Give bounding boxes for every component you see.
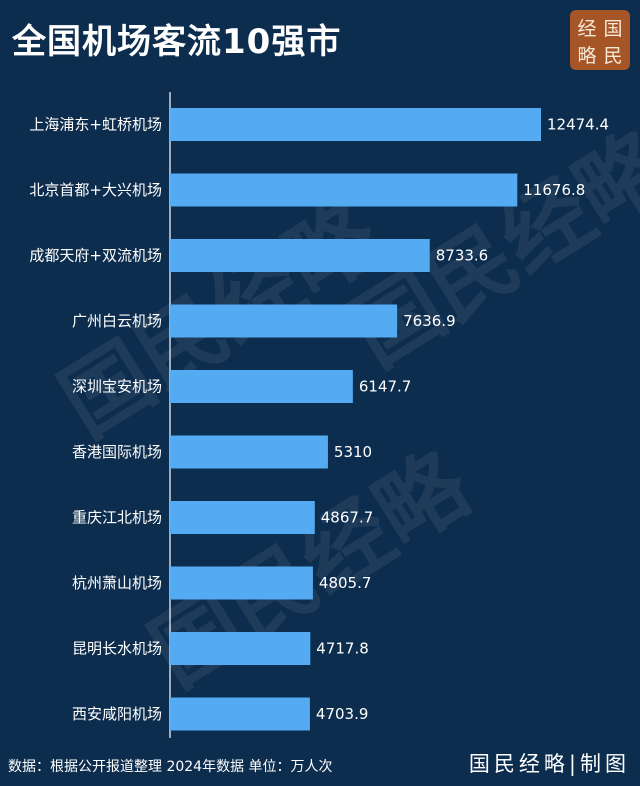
- value-label-2: 8733.6: [436, 247, 489, 265]
- category-label-1: 北京首都+大兴机场: [29, 181, 162, 199]
- seal-char-1: 经: [577, 18, 597, 40]
- category-label-0: 上海浦东+虹桥机场: [29, 116, 162, 134]
- value-label-6: 4867.7: [321, 509, 374, 527]
- bar-6: [170, 501, 315, 534]
- bar-3: [170, 304, 398, 338]
- value-label-1: 11676.8: [523, 181, 585, 199]
- category-label-5: 香港国际机场: [72, 443, 162, 461]
- seal-char-4: 民: [603, 45, 623, 67]
- category-label-2: 成都天府+双流机场: [29, 247, 162, 265]
- source-note: 数据：根据公开报道整理 2024年数据 单位：万人次: [8, 759, 333, 775]
- category-label-4: 深圳宝安机场: [72, 378, 162, 396]
- value-label-8: 4717.8: [316, 640, 369, 658]
- value-label-4: 6147.7: [359, 378, 412, 396]
- category-label-9: 西安咸阳机场: [72, 705, 162, 723]
- brand-credit: 国民经略|制图: [468, 752, 630, 776]
- bar-0: [170, 108, 541, 141]
- chart-title: 全国机场客流10强市: [12, 22, 342, 62]
- value-label-9: 4703.9: [316, 705, 369, 723]
- category-label-7: 杭州萧山机场: [72, 574, 162, 592]
- brand-seal-logo: 经 国 略 民: [570, 10, 630, 70]
- value-label-7: 4805.7: [319, 574, 372, 592]
- bar-8: [170, 632, 311, 665]
- value-label-0: 12474.4: [547, 116, 609, 134]
- category-label-6: 重庆江北机场: [72, 509, 162, 527]
- value-label-5: 5310: [334, 443, 372, 461]
- bar-5: [170, 435, 328, 469]
- seal-char-2: 国: [603, 18, 623, 40]
- bar-4: [170, 370, 353, 403]
- bar-9: [170, 697, 310, 731]
- bar-2: [170, 239, 430, 272]
- value-label-3: 7636.9: [403, 312, 456, 330]
- seal-char-3: 略: [577, 45, 597, 67]
- category-label-8: 昆明长水机场: [72, 640, 162, 658]
- category-label-3: 广州白云机场: [72, 312, 162, 330]
- bar-1: [170, 173, 518, 207]
- bar-7: [170, 566, 313, 600]
